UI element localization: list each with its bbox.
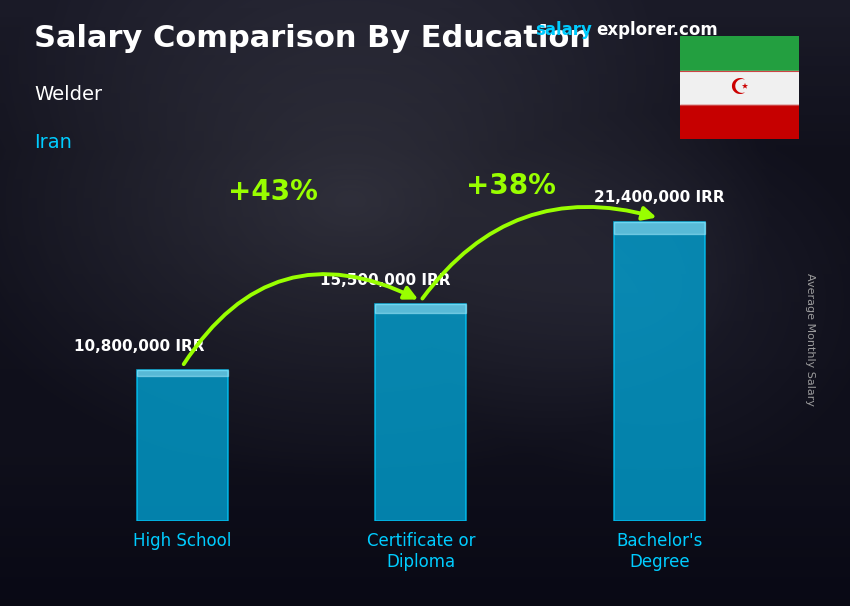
Bar — [376, 304, 466, 313]
Text: Salary Comparison By Education: Salary Comparison By Education — [34, 24, 591, 53]
Bar — [614, 222, 705, 521]
Bar — [376, 304, 466, 521]
Bar — [680, 105, 799, 139]
Text: Iran: Iran — [34, 133, 72, 152]
Bar — [680, 71, 799, 105]
FancyArrowPatch shape — [184, 274, 414, 364]
Text: salary: salary — [536, 21, 592, 39]
Text: +38%: +38% — [467, 172, 557, 200]
Bar — [614, 222, 705, 234]
Text: Average Monthly Salary: Average Monthly Salary — [805, 273, 815, 406]
Text: 15,500,000 IRR: 15,500,000 IRR — [320, 273, 451, 288]
Bar — [680, 36, 799, 71]
Text: 10,800,000 IRR: 10,800,000 IRR — [74, 339, 205, 354]
Text: +43%: +43% — [228, 178, 318, 205]
Text: ☪: ☪ — [729, 78, 750, 98]
FancyArrowPatch shape — [422, 207, 653, 299]
Bar — [137, 370, 228, 521]
Text: explorer.com: explorer.com — [597, 21, 718, 39]
Text: Welder: Welder — [34, 85, 102, 104]
Bar — [137, 370, 228, 376]
Text: 21,400,000 IRR: 21,400,000 IRR — [594, 190, 724, 205]
